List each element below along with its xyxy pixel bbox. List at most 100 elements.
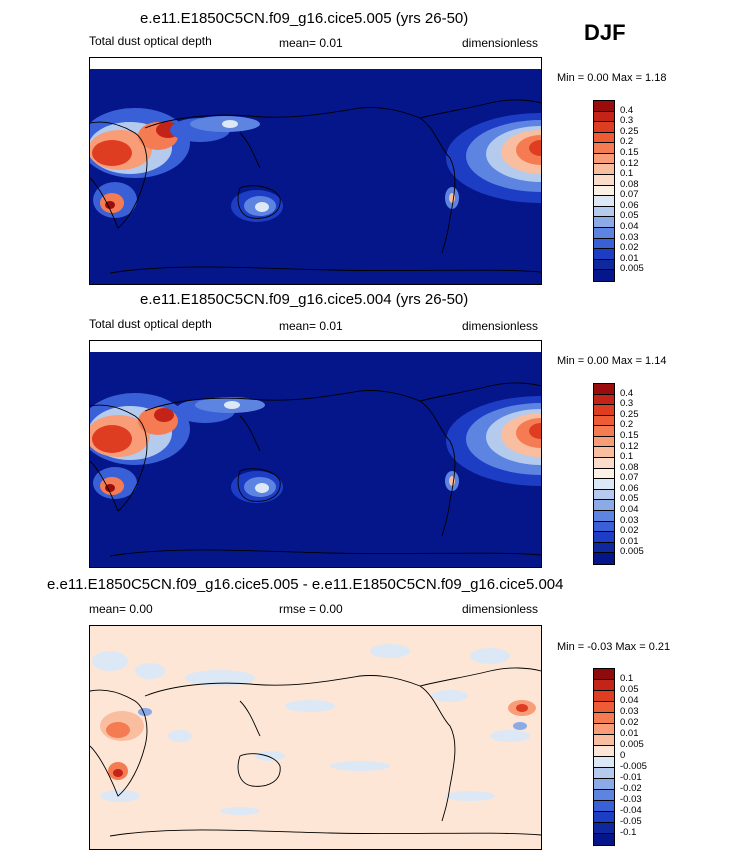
colorbar-swatch: [594, 153, 614, 165]
colorbar-swatch: [594, 812, 614, 823]
panel-1-dust-plume-africa: [90, 108, 260, 218]
colorbar-swatch: [594, 680, 614, 691]
colorbar-swatch: [594, 702, 614, 713]
colorbar-swatch: [594, 206, 614, 218]
colorbar-tick-label: 0.04: [620, 221, 639, 233]
colorbar-swatch: [594, 270, 614, 281]
colorbar-tick-label: 0.08: [620, 178, 639, 190]
colorbar-swatch: [594, 405, 614, 416]
colorbar-tick-label: 0.005: [620, 739, 644, 750]
panel-2-coastlines: [90, 382, 541, 557]
colorbar-swatch: [594, 790, 614, 801]
colorbar-tick-label: 0.03: [620, 231, 639, 243]
colorbar-tick-label: -0.05: [620, 816, 642, 827]
colorbar-swatch: [594, 834, 614, 845]
colorbar-swatch: [594, 542, 614, 554]
colorbar-tick-label: 0.01: [620, 728, 639, 739]
panel-2-variable-label: Total dust optical depth: [89, 317, 212, 331]
colorbar-swatch: [594, 164, 614, 176]
colorbar-swatch: [594, 122, 614, 133]
colorbar-tick-label: 0.15: [620, 146, 639, 158]
panel-3-rmse-label: rmse = 0.00: [279, 602, 343, 616]
colorbar-tick-label: 0.06: [620, 199, 639, 211]
colorbar-swatch: [594, 713, 614, 724]
panel-3-colorbar: [593, 668, 615, 846]
panel-2-colorbar-cells: [594, 384, 614, 564]
colorbar-tick-label: 0.1: [620, 168, 634, 180]
panel-3-title: e.e11.E1850C5CN.f09_g16.cice5.005 - e.e1…: [47, 576, 564, 593]
colorbar-swatch: [594, 227, 614, 239]
colorbar-tick-label: 0.05: [620, 493, 639, 505]
panel-1-dust-plume-atlantic: [446, 113, 541, 203]
colorbar-tick-label: 0.06: [620, 482, 639, 494]
colorbar-tick-label: 0.25: [620, 408, 639, 420]
panel-1-variable-label: Total dust optical depth: [89, 34, 212, 48]
panel-3-strong-negative-anomalies: [138, 708, 527, 730]
colorbar-tick-label: 0.04: [620, 695, 639, 706]
panel-2-mean-label: mean= 0.01: [279, 319, 343, 333]
panel-1-minmax-label: Min = 0.00 Max = 1.18: [557, 72, 667, 84]
panel-3-positive-anomalies: [100, 700, 536, 780]
colorbar-tick-label: 0.1: [620, 673, 634, 684]
panel-2-colorbar: [593, 383, 615, 565]
panel-2-minmax-label: Min = 0.00 Max = 1.14: [557, 355, 667, 367]
colorbar-swatch: [594, 436, 614, 448]
colorbar-tick-label: 0.4: [620, 104, 634, 116]
colorbar-swatch: [594, 238, 614, 250]
colorbar-swatch: [594, 101, 614, 112]
colorbar-tick-label: 0.01: [620, 252, 639, 264]
panel-3-minmax-label: Min = -0.03 Max = 0.21: [557, 641, 671, 653]
panel-3-mean-label: mean= 0.00: [89, 602, 153, 616]
colorbar-tick-label: 0: [620, 750, 626, 761]
panel-3-negative-anomalies: [92, 644, 530, 815]
panel-2-dust-plume-australia: [231, 471, 283, 503]
colorbar-swatch: [594, 185, 614, 197]
colorbar-tick-label: 0.01: [620, 535, 639, 547]
colorbar-tick-label: 0.12: [620, 440, 639, 452]
panel-3-coastlines: [90, 667, 541, 837]
colorbar-swatch: [594, 768, 614, 779]
colorbar-tick-label: 0.2: [620, 419, 634, 431]
colorbar-swatch: [594, 801, 614, 812]
colorbar-swatch: [594, 724, 614, 735]
colorbar-swatch: [594, 111, 614, 123]
colorbar-tick-label: 0.2: [620, 136, 634, 148]
colorbar-tick-label: 0.25: [620, 125, 639, 137]
colorbar-swatch: [594, 415, 614, 427]
panel-2-map: [89, 340, 542, 568]
colorbar-tick-label: -0.04: [620, 805, 642, 816]
colorbar-tick-label: 0.04: [620, 504, 639, 516]
colorbar-swatch: [594, 132, 614, 144]
colorbar-swatch: [594, 143, 614, 154]
colorbar-tick-label: 0.005: [620, 263, 644, 275]
panel-2-dust-plume-atlantic: [446, 396, 541, 486]
colorbar-tick-label: 0.005: [620, 546, 644, 558]
colorbar-swatch: [594, 217, 614, 228]
colorbar-tick-label: 0.08: [620, 461, 639, 473]
panel-3-map: [89, 625, 542, 850]
colorbar-swatch: [594, 468, 614, 480]
colorbar-swatch: [594, 479, 614, 490]
colorbar-tick-label: 0.05: [620, 210, 639, 222]
panel-1-units-label: dimensionless: [462, 36, 539, 50]
colorbar-swatch: [594, 669, 614, 680]
colorbar-swatch: [594, 447, 614, 459]
colorbar-swatch: [594, 384, 614, 395]
colorbar-tick-label: -0.005: [620, 761, 647, 772]
panel-2-dust-plume-africa: [90, 393, 265, 499]
colorbar-tick-label: -0.01: [620, 772, 642, 783]
colorbar-swatch: [594, 735, 614, 746]
colorbar-swatch: [594, 823, 614, 834]
colorbar-swatch: [594, 500, 614, 511]
colorbar-tick-label: 0.03: [620, 514, 639, 526]
season-label: DJF: [584, 20, 626, 45]
colorbar-tick-label: 0.3: [620, 115, 634, 127]
colorbar-tick-label: -0.1: [620, 827, 637, 838]
panel-3-background-field: [90, 626, 541, 849]
colorbar-swatch: [594, 510, 614, 522]
colorbar-swatch: [594, 757, 614, 768]
colorbar-tick-label: 0.4: [620, 387, 634, 399]
panel-1-mean-label: mean= 0.01: [279, 36, 343, 50]
colorbar-swatch: [594, 779, 614, 790]
panel-3-colorbar-cells: [594, 669, 614, 845]
